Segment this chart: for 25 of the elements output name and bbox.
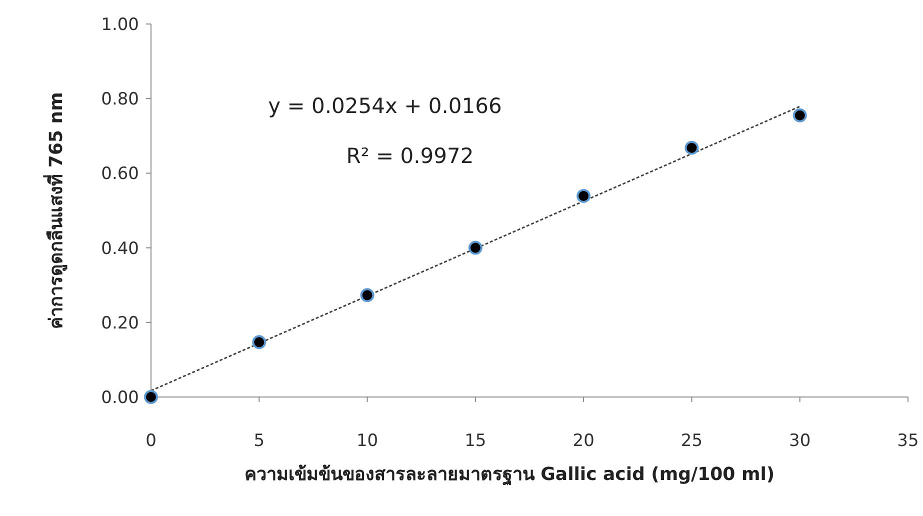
y-tick-label: 0.00 [101,388,139,408]
x-tick-label: 10 [356,431,378,451]
annotation: y = 0.0254x + 0.0166 [268,94,502,118]
y-tick-label: 0.60 [101,164,139,184]
x-tick-label: 5 [254,431,265,451]
y-tick-label: 1.00 [101,15,139,35]
point [468,240,482,255]
y-tick-label: 0.40 [101,238,139,259]
point [360,288,374,302]
y-tick-label: 0.80 [101,90,139,110]
x-tick-label: 30 [789,431,811,451]
y-tick-label: 0.20 [101,313,139,334]
annotation: R² = 0.9972 [346,144,474,168]
x-tick-label: 25 [680,431,703,451]
point [252,335,266,350]
point [144,390,158,404]
point [684,140,699,155]
point [792,108,807,122]
x-axis-title: ความเข้มข้นของสารละลายมาตรฐาน Gallic acid (mg/100 ml) [244,464,775,486]
x-tick-label: 35 [897,431,919,451]
x-tick-label: 20 [572,431,594,451]
y-axis-title: ค่าการดูดกลืนแสงที่ 765 nm [43,92,68,329]
x-tick-label: 0 [146,431,156,451]
point [576,188,591,203]
x-tick-label: 15 [464,431,486,451]
